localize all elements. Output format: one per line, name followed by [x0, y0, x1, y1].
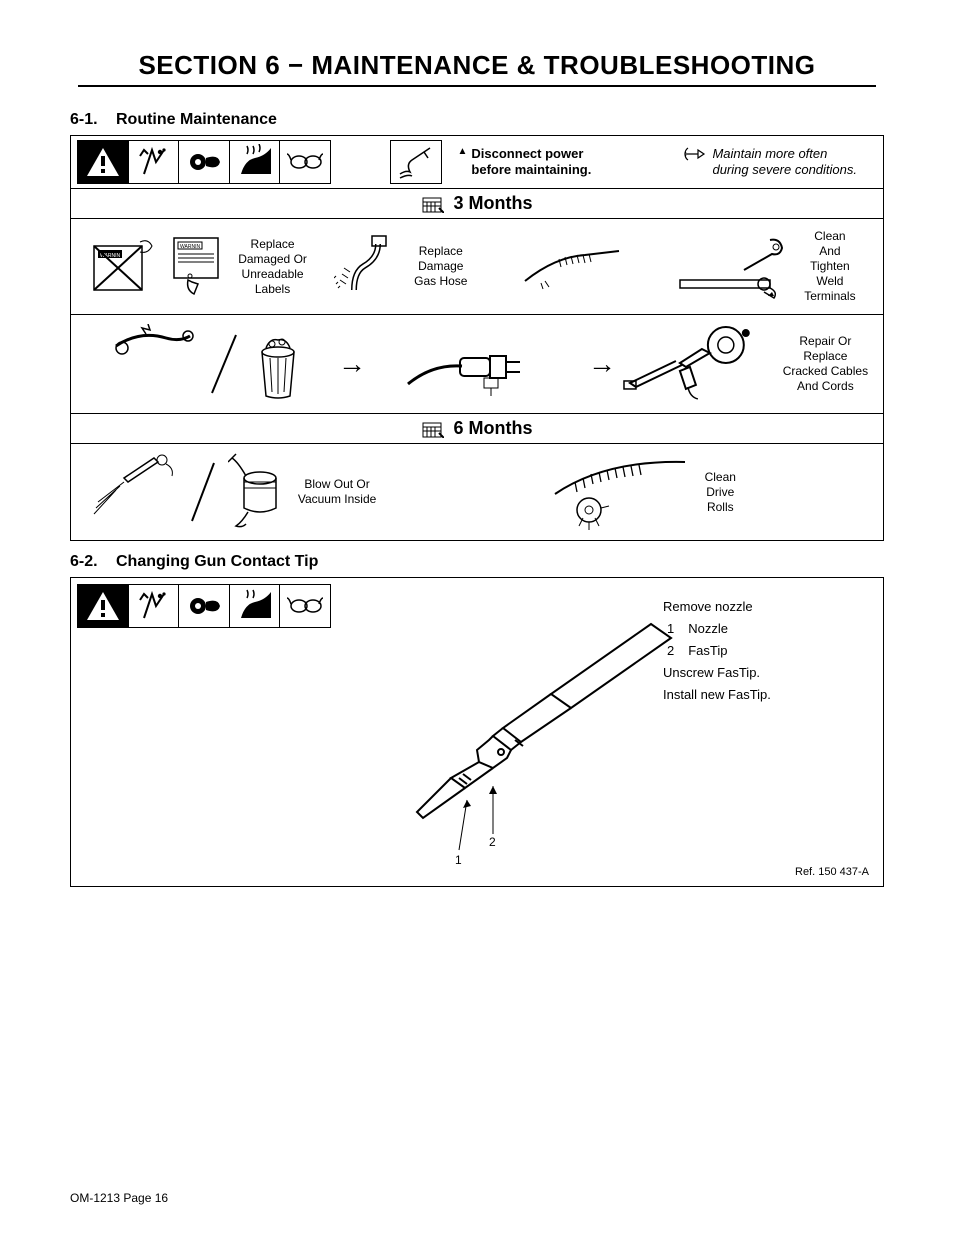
slash-icon [206, 329, 242, 399]
subsection-title: Routine Maintenance [116, 111, 277, 128]
interval-3months-header: 3 Months [71, 189, 883, 219]
note-line2: during severe conditions. [712, 162, 857, 178]
arrow-icon: → [588, 348, 616, 380]
disconnect-line1: Disconnect power [471, 146, 591, 162]
reference-number: Ref. 150 437-A [795, 866, 869, 878]
calendar-icon [422, 420, 444, 438]
caution-triangle-icon: ▲ [458, 146, 468, 157]
interval-6months-label: 6 Months [454, 418, 533, 438]
electric-shock-icon [128, 584, 180, 628]
note-hand-icon [684, 146, 706, 162]
new-label-icon: WARNIN [168, 232, 228, 302]
power-cord-icon [390, 140, 442, 184]
li2-text: FasTip [688, 640, 727, 662]
calendar-icon [422, 195, 444, 213]
warning-icon [77, 584, 129, 628]
row-6months: Blow Out OrVacuum Inside CleanDriveRolls [71, 444, 883, 540]
subsection-title: Changing Gun Contact Tip [116, 553, 318, 570]
air-blow-icon [88, 452, 178, 532]
eye-protection-icon [279, 140, 331, 184]
gas-hose-icon [334, 232, 404, 302]
slash-icon [188, 457, 218, 527]
page-footer: OM-1213 Page 16 [70, 1191, 168, 1205]
row-3months-b: → → [71, 315, 883, 414]
wrench-terminal-icon [674, 232, 794, 302]
disconnect-line2: before maintaining. [471, 162, 591, 178]
safety-icon-strip [77, 140, 331, 184]
instr-remove: Remove nozzle [663, 596, 853, 618]
drive-rolls-icon [545, 452, 695, 532]
cable-plug-icon [402, 324, 552, 404]
disconnect-text: ▲ Disconnect power before maintaining. [458, 146, 592, 179]
terminals-text: CleanAndTightenWeldTerminals [804, 229, 855, 304]
labels-text: ReplaceDamaged OrUnreadableLabels [238, 237, 307, 297]
safety-toprow: ▲ Disconnect power before maintaining. M… [71, 136, 883, 189]
gun-diagram: 1 2 [211, 618, 711, 878]
hot-surface-icon [229, 140, 281, 184]
welding-gun-icon [616, 319, 766, 409]
callout-2-num: 2 [489, 835, 496, 849]
row-3months-a: WARNIN WARNIN ReplaceDamaged OrUnreadabl… [71, 219, 883, 315]
subsection-6-1: 6-1.Routine Maintenance [70, 111, 884, 129]
note-line1: Maintain more often [712, 146, 857, 162]
title-underline [78, 85, 876, 87]
subsection-num: 6-1. [70, 111, 116, 129]
instr-unscrew: Unscrew FasTip. [663, 662, 853, 684]
unreadable-label-icon: WARNIN [88, 232, 158, 302]
cables-text: Repair Or ReplaceCracked CablesAnd Cords [776, 334, 875, 394]
maintain-note: Maintain more often during severe condit… [684, 146, 857, 179]
damaged-cable-icon [110, 324, 200, 404]
svg-text:WARNIN: WARNIN [180, 244, 200, 250]
vacuum-icon [228, 452, 288, 532]
moving-parts-icon [178, 140, 230, 184]
maintenance-box: ▲ Disconnect power before maintaining. M… [70, 135, 884, 541]
li1-num: 1 [667, 618, 674, 640]
subsection-num: 6-2. [70, 553, 116, 571]
callout-1-num: 1 [455, 853, 462, 867]
instr-install: Install new FasTip. [663, 684, 853, 706]
instructions: Remove nozzle 1 Nozzle 2 FasTip Unscrew Fa… [663, 596, 853, 706]
li1-text: Nozzle [688, 618, 728, 640]
subsection-6-2: 6-2.Changing Gun Contact Tip [70, 553, 884, 571]
drive-text: CleanDriveRolls [705, 470, 736, 515]
contact-tip-box: 1 2 Remove nozzle 1 Nozzle 2 FasTip Unscre… [70, 577, 884, 887]
wire-brush-icon [515, 237, 625, 297]
blow-text: Blow Out OrVacuum Inside [298, 477, 377, 507]
arrow-icon: → [338, 348, 366, 380]
li2-num: 2 [667, 640, 674, 662]
electric-shock-icon [128, 140, 180, 184]
trash-can-icon [248, 324, 308, 404]
interval-3months-label: 3 Months [454, 193, 533, 213]
hose-text: ReplaceDamageGas Hose [414, 244, 467, 289]
interval-6months-header: 6 Months [71, 414, 883, 444]
section-title: SECTION 6 − MAINTENANCE & TROUBLESHOOTIN… [70, 50, 884, 81]
warning-icon [77, 140, 129, 184]
